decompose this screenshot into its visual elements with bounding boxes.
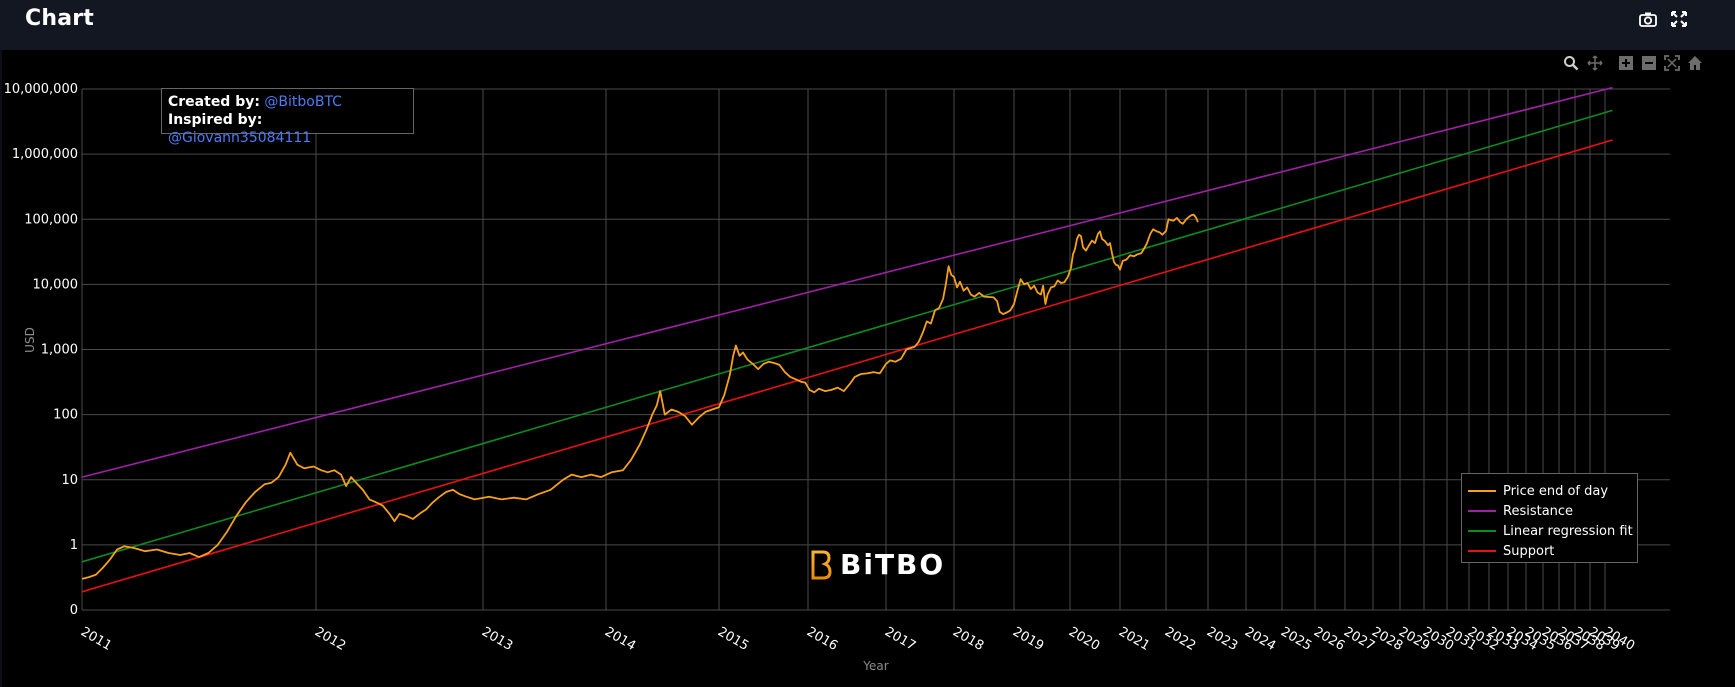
y-tick-label: 0 bbox=[70, 603, 78, 618]
legend-item-regression[interactable]: Linear regression fit bbox=[1462, 521, 1637, 541]
x-tick-label: 2021 bbox=[1116, 624, 1152, 654]
y-tick-label: 10,000 bbox=[33, 277, 79, 292]
inspired-link[interactable]: @Giovann35084111 bbox=[168, 130, 312, 146]
y-tick-label: 100 bbox=[53, 408, 78, 423]
x-tick-label: 2024 bbox=[1242, 624, 1278, 654]
autoscale-icon[interactable] bbox=[1664, 55, 1680, 71]
y-tick-label: 10 bbox=[61, 473, 78, 488]
x-tick-label: 2016 bbox=[804, 624, 840, 654]
x-tick-label: 2018 bbox=[950, 624, 986, 654]
bitbo-logo-icon bbox=[811, 550, 832, 579]
x-tick-label: 2040 bbox=[1601, 624, 1637, 654]
x-tick-label: 2013 bbox=[479, 624, 515, 654]
created-label: Created by: bbox=[168, 94, 260, 110]
chart-area[interactable]: 10,000,000 1,000,000 100,000 10,000 1,000 100… bbox=[2, 50, 1735, 687]
page-title: Chart bbox=[25, 6, 95, 31]
bitbo-watermark: BiTBO bbox=[810, 548, 945, 581]
legend-item-resistance[interactable]: Resistance bbox=[1462, 501, 1637, 521]
x-tick-label: 2011 bbox=[78, 624, 114, 654]
camera-icon[interactable] bbox=[1637, 8, 1659, 30]
zoom-icon[interactable] bbox=[1563, 55, 1579, 71]
price-chart[interactable]: 10,000,0001,000,000100,00010,0001,000100… bbox=[2, 50, 1735, 687]
legend-label-resistance: Resistance bbox=[1503, 503, 1574, 519]
app-header: Chart bbox=[0, 0, 1735, 50]
legend-swatch-support bbox=[1468, 550, 1496, 552]
zoom-out-icon[interactable] bbox=[1641, 55, 1657, 71]
series-line-support bbox=[81, 139, 1613, 593]
chart-legend[interactable]: Price end of day Resistance Linear regre… bbox=[1461, 473, 1638, 563]
legend-label-regression: Linear regression fit bbox=[1503, 523, 1633, 539]
x-tick-label: 2014 bbox=[602, 624, 638, 654]
x-tick-label: 2015 bbox=[715, 624, 751, 654]
reset-axes-icon[interactable] bbox=[1687, 55, 1703, 71]
legend-item-price[interactable]: Price end of day bbox=[1462, 481, 1637, 501]
x-tick-label: 2020 bbox=[1066, 624, 1102, 654]
x-axis-title: Year bbox=[862, 659, 888, 673]
series-line-linear-regression-fit bbox=[81, 109, 1613, 563]
created-link[interactable]: @BitboBTC bbox=[264, 94, 342, 110]
y-tick-label: 100,000 bbox=[24, 212, 78, 227]
x-tick-label: 2017 bbox=[882, 624, 918, 654]
x-tick-label: 2027 bbox=[1341, 624, 1377, 654]
legend-swatch-price bbox=[1468, 490, 1496, 492]
y-tick-label: 1,000 bbox=[41, 343, 78, 358]
y-tick-label: 1,000,000 bbox=[12, 147, 78, 162]
legend-label-support: Support bbox=[1503, 543, 1555, 559]
y-tick-label: 1 bbox=[70, 538, 78, 553]
x-tick-label: 2023 bbox=[1204, 624, 1240, 654]
legend-label-price: Price end of day bbox=[1503, 483, 1609, 499]
watermark-text: BiTBO bbox=[840, 548, 946, 581]
series-line-resistance bbox=[81, 86, 1613, 478]
credits-box: Created by: @BitboBTC Inspired by: @Giov… bbox=[161, 88, 414, 146]
x-tick-label: 2022 bbox=[1162, 624, 1198, 654]
x-tick-label: 2012 bbox=[312, 624, 348, 654]
x-tick-label: 2025 bbox=[1278, 624, 1314, 654]
x-tick-label: 2026 bbox=[1311, 624, 1347, 654]
legend-swatch-regression bbox=[1468, 530, 1496, 532]
pan-icon[interactable] bbox=[1587, 55, 1603, 71]
legend-swatch-resistance bbox=[1468, 510, 1496, 512]
legend-item-support[interactable]: Support bbox=[1462, 541, 1637, 561]
x-tick-label: 2019 bbox=[1010, 624, 1046, 654]
fullscreen-icon[interactable] bbox=[1668, 8, 1690, 30]
series-line-price-end-of-day bbox=[81, 213, 1199, 580]
zoom-in-icon[interactable] bbox=[1618, 55, 1634, 71]
y-tick-label: 10,000,000 bbox=[4, 82, 78, 97]
y-axis-title: USD bbox=[23, 327, 37, 353]
inspired-label: Inspired by: bbox=[168, 112, 263, 128]
